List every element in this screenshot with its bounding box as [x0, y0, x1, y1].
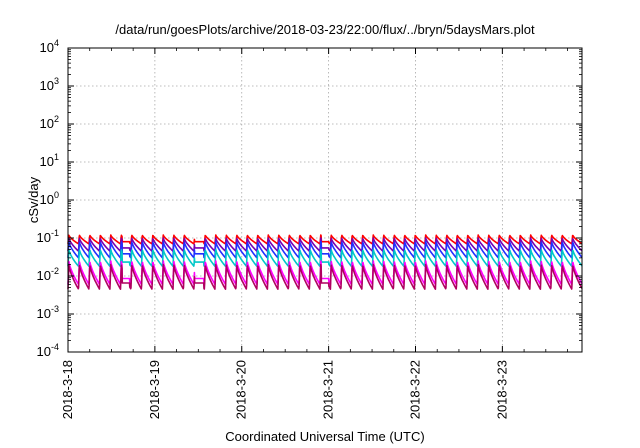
y-tick-label: 100	[40, 190, 59, 207]
y-tick-label: 103	[40, 76, 59, 93]
chart-title: /data/run/goesPlots/archive/2018-03-23/2…	[115, 22, 535, 37]
series-line-2	[67, 237, 583, 252]
y-tick-label: 10-1	[37, 228, 59, 245]
series-group	[67, 234, 583, 290]
grid	[68, 48, 582, 352]
y-axis-label: cSv/day	[26, 176, 41, 223]
y-tick-label: 10-2	[37, 266, 59, 283]
y-tick-label: 101	[40, 152, 59, 169]
y-tick-label: 10-4	[37, 342, 59, 359]
y-tick-label: 104	[40, 38, 59, 55]
x-tick-label: 2018-3-18	[60, 360, 75, 419]
y-tick-label: 102	[40, 114, 59, 131]
x-tick-label: 2018-3-19	[147, 360, 162, 419]
x-tick-label: 2018-3-23	[494, 360, 509, 419]
x-tick-label: 2018-3-20	[234, 360, 249, 419]
x-tick-label: 2018-3-21	[321, 360, 336, 419]
series-line-3	[67, 241, 583, 259]
y-tick-label: 10-3	[37, 304, 59, 321]
series-line-1	[67, 234, 583, 245]
series-line-5	[67, 260, 583, 286]
series-line-4	[67, 248, 583, 268]
x-axis-label: Coordinated Universal Time (UTC)	[225, 429, 424, 444]
x-axis: 2018-3-18 2018-3-19 2018-3-20 2018-3-21 2018…	[60, 48, 568, 419]
x-tick-label: 2018-3-22	[407, 360, 422, 419]
series-line-6	[67, 263, 583, 290]
